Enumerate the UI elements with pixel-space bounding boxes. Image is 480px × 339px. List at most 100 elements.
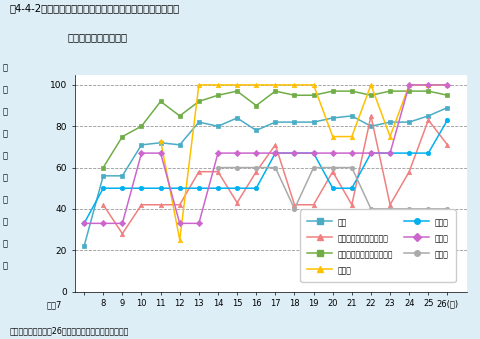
大阪湾	[157, 151, 163, 155]
東京湾	[310, 151, 316, 155]
八代海	[272, 83, 277, 87]
海域	[424, 114, 430, 118]
伊勢湾（三河湾を含む）	[138, 203, 144, 207]
Text: 達: 達	[2, 152, 7, 160]
大阪湾	[177, 221, 182, 225]
八代海	[348, 135, 354, 139]
海域	[272, 120, 277, 124]
大阪湾	[291, 151, 297, 155]
伊勢湾（三河湾を含む）	[157, 203, 163, 207]
海域	[215, 124, 220, 128]
瀮戸内海（大阪湾を除く）	[253, 103, 259, 107]
有明海	[291, 207, 297, 211]
海域	[119, 174, 125, 178]
大阪湾	[215, 151, 220, 155]
大阪湾	[310, 151, 316, 155]
伊勢湾（三河湾を含む）	[310, 203, 316, 207]
海域	[444, 106, 449, 110]
有明海	[329, 165, 335, 170]
有明海	[348, 165, 354, 170]
海域	[310, 120, 316, 124]
瀮戸内海（大阪湾を除く）	[329, 89, 335, 93]
海域	[291, 120, 297, 124]
Text: ％: ％	[2, 240, 7, 248]
八代海	[444, 83, 449, 87]
東京湾	[157, 186, 163, 190]
瀮戸内海（大阪湾を除く）	[291, 93, 297, 97]
伊勢湾（三河湾を含む）	[444, 143, 449, 147]
海域	[234, 116, 240, 120]
Line: 瀮戸内海（大阪湾を除く）: 瀮戸内海（大阪湾を除く）	[101, 89, 449, 170]
東京湾	[253, 186, 259, 190]
瀮戸内海（大阪湾を除く）	[424, 89, 430, 93]
瀮戸内海（大阪湾を除く）	[195, 99, 201, 103]
東京湾	[329, 186, 335, 190]
東京湾	[119, 186, 125, 190]
東京湾	[215, 186, 220, 190]
Text: （: （	[2, 218, 7, 226]
Line: 有明海: 有明海	[216, 165, 449, 211]
伊勢湾（三河湾を含む）	[348, 203, 354, 207]
東京湾	[234, 186, 240, 190]
大阪湾	[406, 83, 411, 87]
伊勢湾（三河湾を含む）	[234, 201, 240, 205]
瀮戸内海（大阪湾を除く）	[119, 135, 125, 139]
有明海	[444, 207, 449, 211]
八代海	[195, 83, 201, 87]
八代海	[177, 238, 182, 242]
瀮戸内海（大阪湾を除く）	[157, 99, 163, 103]
海域	[81, 244, 87, 248]
大阪湾	[272, 151, 277, 155]
大阪湾	[138, 151, 144, 155]
有明海	[310, 165, 316, 170]
有明海	[215, 165, 220, 170]
瀮戸内海（大阪湾を除く）	[272, 89, 277, 93]
大阪湾	[386, 151, 392, 155]
東京湾	[444, 118, 449, 122]
Line: 海域: 海域	[82, 105, 449, 248]
八代海	[424, 83, 430, 87]
八代海	[234, 83, 240, 87]
有明海	[253, 165, 259, 170]
八代海	[291, 83, 297, 87]
有明海	[367, 207, 373, 211]
東京湾	[367, 151, 373, 155]
伊勢湾（三河湾を含む）	[177, 203, 182, 207]
伊勢湾（三河湾を含む）	[424, 118, 430, 122]
海域	[367, 124, 373, 128]
大阪湾	[253, 151, 259, 155]
Line: 大阪湾: 大阪湾	[82, 83, 449, 225]
海域	[386, 120, 392, 124]
海域	[406, 120, 411, 124]
海域	[100, 174, 106, 178]
八代海	[310, 83, 316, 87]
八代海	[215, 83, 220, 87]
東京湾	[406, 151, 411, 155]
有明海	[234, 165, 240, 170]
東京湾	[81, 221, 87, 225]
瀮戸内海（大阪湾を除く）	[234, 89, 240, 93]
伊勢湾（三河湾を含む）	[272, 143, 277, 147]
Text: 成: 成	[2, 174, 7, 182]
伊勢湾（三河湾を含む）	[100, 203, 106, 207]
東京湾	[138, 186, 144, 190]
海域	[195, 120, 201, 124]
瀮戸内海（大阪湾を除く）	[177, 114, 182, 118]
瀮戸内海（大阪湾を除く）	[100, 165, 106, 170]
伊勢湾（三河湾を含む）	[253, 170, 259, 174]
大阪湾	[195, 221, 201, 225]
有明海	[386, 207, 392, 211]
有明海	[272, 165, 277, 170]
Text: 境: 境	[2, 85, 7, 94]
伊勢湾（三河湾を含む）	[291, 203, 297, 207]
Text: ）: ）	[2, 262, 7, 271]
Text: 率: 率	[2, 196, 7, 204]
Text: 環: 環	[2, 63, 7, 72]
大阪湾	[444, 83, 449, 87]
伊勢湾（三河湾を含む）	[329, 170, 335, 174]
東京湾	[386, 151, 392, 155]
Legend: 海域, 伊勢湾（三河湾を含む）, 瀮戸内海（大阪湾を除く）, 八代海, 東京湾, 大阪湾, 有明海: 海域, 伊勢湾（三河湾を含む）, 瀮戸内海（大阪湾を除く）, 八代海, 東京湾,…	[300, 209, 455, 282]
八代海	[253, 83, 259, 87]
Text: 図4-4-2　広域的な閉鎖性海域における環境基準達成率の推: 図4-4-2 広域的な閉鎖性海域における環境基準達成率の推	[10, 3, 180, 13]
東京湾	[424, 151, 430, 155]
